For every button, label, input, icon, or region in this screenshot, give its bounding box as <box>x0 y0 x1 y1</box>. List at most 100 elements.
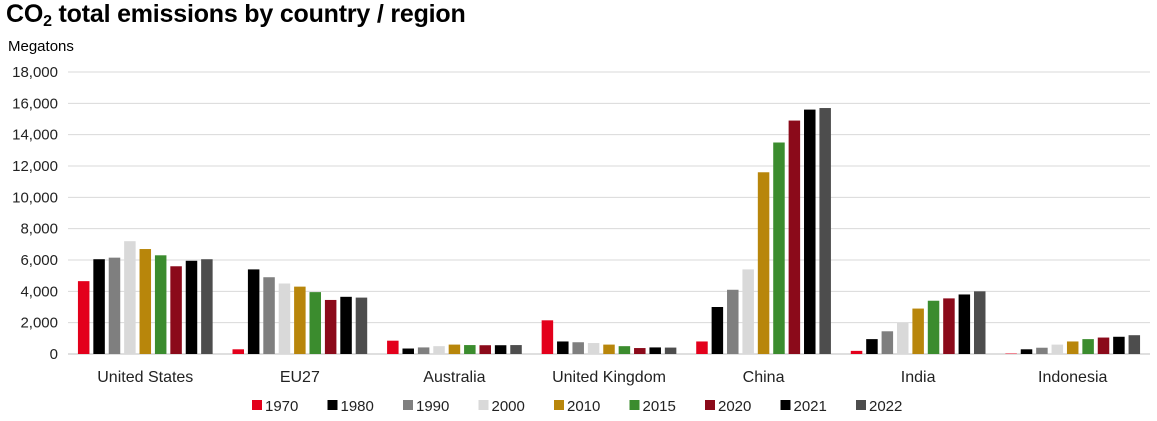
x-category-label: EU27 <box>280 369 320 386</box>
y-tick-label: 6,000 <box>20 252 58 269</box>
bar <box>1082 339 1094 354</box>
legend-swatch <box>403 400 413 410</box>
legend-swatch <box>327 400 338 410</box>
legend-label: 2020 <box>718 398 751 415</box>
y-tick-label: 10,000 <box>12 189 58 206</box>
bar <box>618 346 631 354</box>
y-tick-label: 8,000 <box>20 221 58 238</box>
bar <box>711 307 724 354</box>
legend-swatch <box>478 400 489 410</box>
bar <box>124 241 136 354</box>
bar <box>1020 349 1033 354</box>
legend-label: 2015 <box>643 398 676 415</box>
y-tick-label: 16,000 <box>12 95 58 112</box>
x-category-label: Australia <box>423 369 485 386</box>
bar <box>387 340 399 354</box>
bar <box>464 345 476 354</box>
legend-label: 2000 <box>492 398 525 415</box>
legend-swatch <box>252 400 262 410</box>
bar <box>448 344 461 354</box>
legend-swatch <box>554 400 564 410</box>
bar <box>973 291 986 354</box>
bar <box>324 299 337 354</box>
bar <box>804 109 816 354</box>
bar <box>170 266 182 354</box>
bar <box>108 257 121 354</box>
y-tick-label: 0 <box>50 346 58 363</box>
bar <box>402 348 414 354</box>
legend-label: 1970 <box>265 398 298 415</box>
bar <box>494 345 507 354</box>
bar <box>1128 335 1141 354</box>
legend-label: 1980 <box>341 398 374 415</box>
bar <box>696 341 708 354</box>
legend-label: 1990 <box>416 398 449 415</box>
bar <box>634 348 646 354</box>
bar <box>572 342 584 354</box>
bar <box>1051 344 1064 354</box>
bar <box>309 292 322 354</box>
y-tick-label: 14,000 <box>12 127 58 144</box>
y-tick-label: 18,000 <box>12 64 58 81</box>
bar <box>866 339 878 354</box>
bar <box>727 289 739 354</box>
bar <box>1066 341 1079 354</box>
chart-title: CO2 total emissions by country / region <box>6 0 466 30</box>
bar <box>943 298 955 354</box>
bar <box>587 343 600 354</box>
bar <box>1097 337 1110 354</box>
bar <box>263 277 275 354</box>
y-tick-label: 2,000 <box>20 315 58 332</box>
bar <box>850 350 863 354</box>
legend-label: 2010 <box>567 398 600 415</box>
bar <box>1113 336 1125 354</box>
x-category-label: China <box>743 369 785 386</box>
bar <box>93 259 105 354</box>
legend-swatch <box>856 400 866 410</box>
bar <box>185 260 198 354</box>
bar <box>232 349 245 354</box>
bar <box>1036 347 1048 354</box>
bar <box>247 269 260 354</box>
bar <box>340 296 352 354</box>
x-category-label: India <box>901 369 936 386</box>
bar <box>664 347 677 354</box>
bar <box>417 347 430 354</box>
x-category-label: United States <box>97 369 193 386</box>
legend-label: 2021 <box>794 398 827 415</box>
y-tick-label: 12,000 <box>12 158 58 175</box>
legend-swatch <box>629 400 640 410</box>
bar <box>912 308 924 354</box>
bar <box>278 283 291 354</box>
bar <box>201 259 213 354</box>
bar <box>757 172 770 354</box>
bar <box>788 120 801 354</box>
legend-swatch <box>780 400 791 410</box>
bar <box>927 300 940 354</box>
bar <box>557 341 569 354</box>
x-category-label: United Kingdom <box>552 369 666 386</box>
bar <box>355 297 368 354</box>
legend-swatch <box>705 400 715 410</box>
bar <box>742 269 754 354</box>
legend-label: 2022 <box>869 398 902 415</box>
bar <box>154 255 167 354</box>
y-axis-label: Megatons <box>8 38 74 55</box>
bar <box>896 322 909 354</box>
bar <box>958 294 971 354</box>
bar <box>819 108 831 355</box>
y-tick-label: 4,000 <box>20 283 58 300</box>
bar <box>77 281 90 354</box>
bar <box>649 347 661 354</box>
bar <box>510 345 522 354</box>
bar <box>881 331 894 354</box>
bar <box>603 344 615 354</box>
bar <box>541 320 554 354</box>
bar <box>773 142 785 354</box>
bar <box>479 345 491 354</box>
x-category-label: Indonesia <box>1038 369 1107 386</box>
bar <box>139 249 152 354</box>
bar <box>433 346 445 354</box>
bar <box>294 286 306 354</box>
